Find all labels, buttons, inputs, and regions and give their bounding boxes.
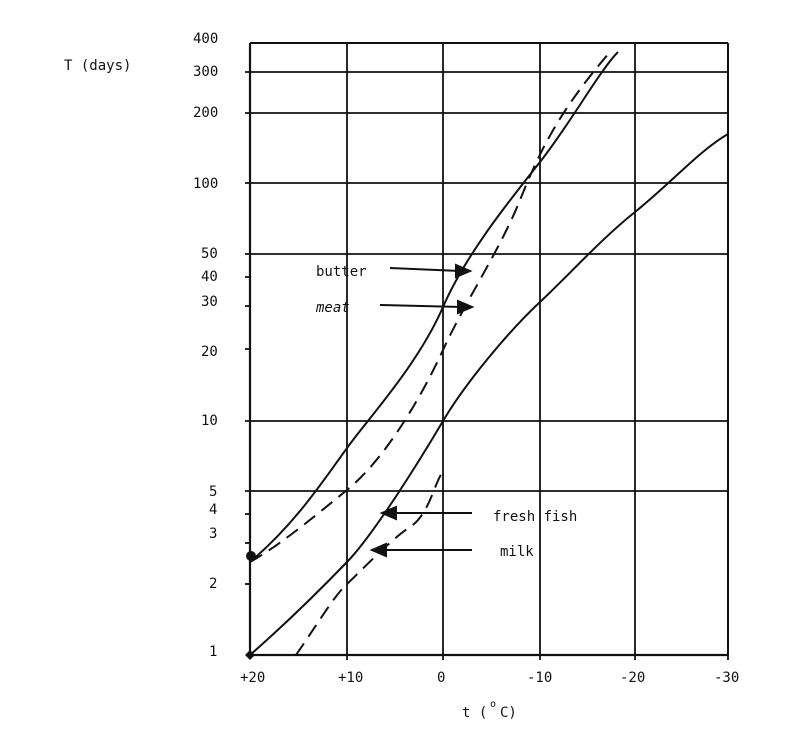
svg-text:-30: -30: [714, 670, 739, 686]
svg-text:+20: +20: [240, 670, 265, 686]
svg-text:-20: -20: [620, 670, 645, 686]
svg-text:5: 5: [209, 484, 217, 500]
svg-text:300: 300: [193, 64, 218, 80]
svg-text:4: 4: [209, 502, 217, 518]
svg-text:C): C): [500, 705, 517, 721]
y-minor-ticks: [245, 276, 250, 585]
start-markers: [245, 551, 256, 660]
svg-text:-10: -10: [527, 670, 552, 686]
x-axis-label: t ( o C): [462, 699, 517, 721]
svg-text:50: 50: [201, 246, 218, 262]
svg-text:t (: t (: [462, 705, 487, 721]
svg-text:30: 30: [201, 294, 218, 310]
svg-text:200: 200: [193, 105, 218, 121]
svg-text:20: 20: [201, 344, 218, 360]
plot-frame: [247, 42, 729, 657]
fresh-fish-curve: [249, 133, 729, 656]
series-lines: [249, 51, 729, 656]
svg-text:3: 3: [209, 526, 217, 542]
meat-curve: [249, 51, 611, 563]
y-tick-labels: 400 300 200 100 50 40 30 20 10 5 4 3 2 1: [193, 31, 218, 660]
x-tick-labels: +20 +10 0 -10 -20 -30: [240, 670, 739, 686]
svg-text:0: 0: [437, 670, 445, 686]
milk-curve: [295, 471, 444, 656]
milk-label: milk: [500, 544, 534, 560]
svg-text:2: 2: [209, 576, 217, 592]
y-gridlines: [245, 71, 728, 492]
svg-text:400: 400: [193, 31, 218, 47]
x-gridlines: [346, 43, 729, 660]
meat-label: meat: [315, 300, 350, 316]
annotation-arrows: [369, 263, 475, 558]
fish-start-marker: [245, 650, 255, 660]
butter-label: butter: [316, 264, 367, 280]
svg-text:o: o: [490, 699, 496, 710]
svg-text:+10: +10: [338, 670, 363, 686]
svg-text:100: 100: [193, 176, 218, 192]
y-axis-label: T (days): [64, 58, 131, 74]
butter-meat-start-dot: [246, 551, 256, 561]
svg-text:1: 1: [209, 644, 217, 660]
svg-text:40: 40: [201, 269, 218, 285]
fresh-fish-label: fresh fish: [493, 509, 577, 525]
svg-text:10: 10: [201, 413, 218, 429]
